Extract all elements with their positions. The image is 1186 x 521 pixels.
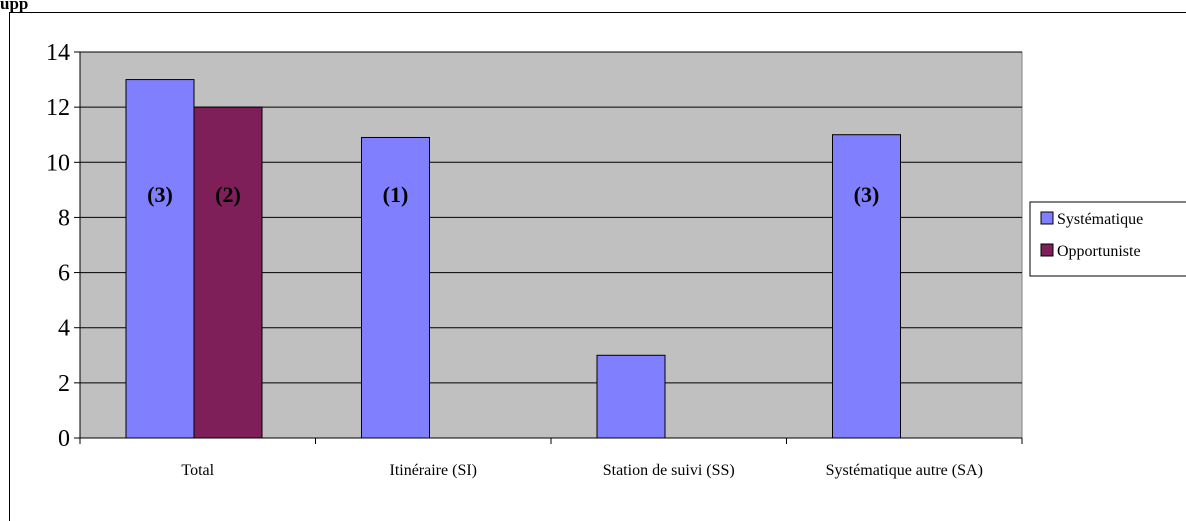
legend-swatch [1040, 211, 1054, 225]
y-tick-label: 8 [58, 205, 70, 231]
y-tick-label: 10 [46, 150, 70, 176]
legend: Systématique Opportuniste [1029, 201, 1186, 277]
x-category-label: Systématique autre (SA) [826, 462, 983, 479]
bar-systématique-3 [832, 134, 901, 439]
legend-box [1029, 201, 1186, 277]
y-tick-label: 2 [58, 371, 70, 397]
axes: 0 2 4 6 8 10 12 14 Total Itinéraire (SI) Station d… [46, 40, 1023, 479]
x-category-label: Itinéraire (SI) [389, 462, 477, 479]
legend-label: Opportuniste [1057, 243, 1141, 260]
bar-opportuniste-0 [193, 106, 263, 439]
x-category-label: Station de suivi (SS) [603, 462, 735, 479]
y-tick-label: 6 [58, 261, 70, 287]
x-category-label: Total [181, 462, 214, 479]
bar-labels: (3) (2) (1) (3) [147, 182, 879, 207]
bar-data-label: (3) [854, 182, 880, 207]
y-tick-label: 14 [46, 40, 70, 66]
y-tick-label: 4 [58, 316, 70, 342]
bar-systématique-2 [596, 354, 666, 439]
y-tick-label: 12 [46, 95, 70, 121]
bar-data-label: (1) [383, 182, 409, 207]
bar-systématique-0 [125, 79, 195, 439]
bar-data-label: (3) [147, 182, 173, 207]
legend-label: Systématique [1057, 211, 1143, 228]
y-tick-label: 0 [58, 426, 70, 452]
bar-data-label: (2) [215, 182, 241, 207]
bar-systématique-1 [361, 136, 430, 439]
page-heading: upp [0, 0, 29, 13]
legend-swatch [1040, 243, 1054, 257]
chart-frame [9, 12, 1186, 521]
bars [125, 79, 901, 439]
